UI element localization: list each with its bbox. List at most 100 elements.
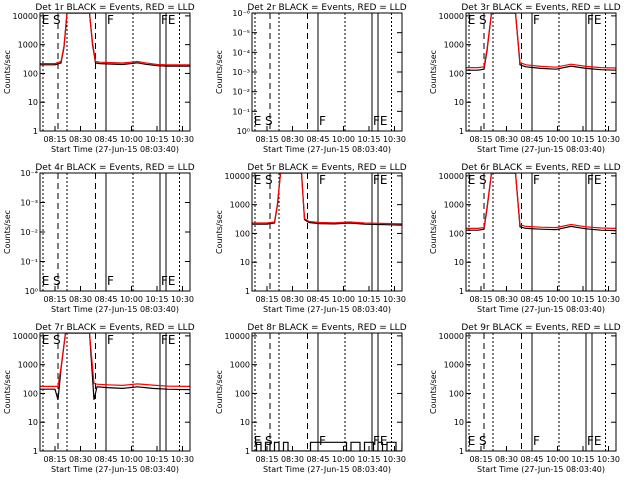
event-label: F — [533, 434, 540, 448]
x-tick-label: 08:30 — [495, 295, 518, 304]
y-tick-label: 10⁻⁴ — [20, 169, 38, 178]
events-series-line — [40, 333, 190, 400]
y-tick-label: 10⁻² — [20, 228, 38, 237]
event-label: F — [319, 114, 326, 128]
x-tick-label: 10:30 — [383, 295, 406, 304]
x-axis-label: Start Time (27-Jun-15 08:03:40) — [477, 145, 605, 154]
event-label: E — [42, 333, 50, 347]
detector-panel-4: Det 4r BLACK = Events, RED = LLD E S F FE 10⁰… — [3, 163, 195, 314]
x-tick-label: 10:00 — [546, 135, 569, 144]
y-tick-label: 1000 — [444, 361, 464, 370]
x-tick-label: 10:30 — [171, 455, 194, 464]
lld-series-line — [40, 333, 190, 387]
y-tick-label: 10 — [28, 418, 38, 427]
x-tick-label: 10:00 — [546, 455, 569, 464]
y-tick-label: 10000 — [225, 332, 250, 341]
x-tick-label: 08:45 — [94, 295, 117, 304]
x-tick-label: 10:15 — [357, 295, 380, 304]
x-tick-label: 10:15 — [571, 455, 594, 464]
y-tick-label: 10 — [454, 258, 464, 267]
x-axis-label: Start Time (27-Jun-15 08:03:40) — [51, 145, 179, 154]
y-tick-label: 100 — [235, 229, 250, 238]
event-label: S — [53, 274, 61, 288]
x-tick-label: 10:30 — [597, 295, 620, 304]
y-tick-label: 10 — [240, 418, 250, 427]
x-tick-label: 08:45 — [306, 295, 329, 304]
event-label: FE — [161, 13, 175, 27]
y-tick-label: 10⁻⁵ — [232, 29, 250, 38]
y-tick-label: 1 — [245, 447, 250, 456]
y-tick-label: 100 — [449, 69, 464, 78]
x-tick-label: 10:15 — [145, 295, 168, 304]
panel-title: Det 6r BLACK = Events, RED = LLD — [461, 163, 620, 173]
x-tick-label: 10:00 — [332, 295, 355, 304]
y-tick-label: 10⁻¹ — [20, 258, 38, 267]
x-tick-label: 08:30 — [69, 135, 92, 144]
y-axis-label: Counts/sec — [215, 210, 224, 254]
event-label: F — [319, 434, 326, 448]
y-axis-label: Counts/sec — [429, 210, 438, 254]
x-tick-label: 10:30 — [383, 455, 406, 464]
lld-series-line — [466, 13, 616, 69]
x-tick-label: 08:15 — [255, 295, 278, 304]
plot-frame — [39, 332, 191, 452]
y-axis-label: Counts/sec — [3, 50, 12, 94]
y-tick-label: 10⁻² — [232, 88, 250, 97]
event-label: E — [254, 434, 262, 448]
y-tick-label: 10⁻⁴ — [232, 48, 250, 57]
y-tick-label: 10⁰ — [25, 287, 38, 296]
y-tick-label: 100 — [449, 389, 464, 398]
event-label: E — [42, 274, 50, 288]
event-label: S — [53, 13, 61, 27]
detector-panel-2: Det 2r BLACK = Events, RED = LLD E S F FE 10⁰… — [215, 3, 407, 154]
event-label: F — [319, 173, 326, 187]
event-label: E — [254, 114, 262, 128]
event-label: S — [479, 13, 487, 27]
plot-frame — [465, 332, 617, 452]
y-tick-label: 1000 — [444, 201, 464, 210]
x-axis-label: Start Time (27-Jun-15 08:03:40) — [263, 305, 391, 314]
panel-title: Det 9r BLACK = Events, RED = LLD — [461, 323, 620, 333]
y-tick-label: 10⁰ — [237, 127, 250, 136]
y-tick-label: 1000 — [18, 41, 38, 50]
y-tick-label: 10000 — [13, 12, 38, 21]
x-tick-label: 10:15 — [571, 295, 594, 304]
x-tick-label: 08:30 — [69, 455, 92, 464]
y-tick-label: 100 — [235, 389, 250, 398]
y-axis-label: Counts/sec — [429, 50, 438, 94]
y-axis-label: Counts/sec — [3, 210, 12, 254]
event-label: S — [479, 173, 487, 187]
y-axis-label: Counts/sec — [3, 370, 12, 414]
x-tick-label: 10:15 — [571, 135, 594, 144]
y-tick-label: 10⁻³ — [232, 68, 250, 77]
x-tick-label: 08:15 — [43, 295, 66, 304]
x-tick-label: 08:15 — [469, 455, 492, 464]
panel-title: Det 2r BLACK = Events, RED = LLD — [247, 3, 406, 13]
y-axis-label: Counts/sec — [429, 370, 438, 414]
y-tick-label: 10 — [454, 418, 464, 427]
y-tick-label: 1 — [459, 287, 464, 296]
event-label: S — [265, 434, 273, 448]
y-tick-label: 10000 — [439, 172, 464, 181]
event-label: FE — [161, 274, 175, 288]
x-tick-label: 10:00 — [546, 295, 569, 304]
detector-panel-9: Det 9r BLACK = Events, RED = LLD E S F FE 1 10… — [429, 323, 621, 474]
x-tick-label: 08:45 — [94, 455, 117, 464]
x-axis-label: Start Time (27-Jun-15 08:03:40) — [51, 465, 179, 474]
plot-frame — [39, 12, 191, 132]
event-label: E — [468, 434, 476, 448]
event-label: S — [265, 114, 273, 128]
x-tick-label: 10:15 — [357, 135, 380, 144]
plot-frame — [465, 172, 617, 292]
y-tick-label: 10000 — [13, 332, 38, 341]
x-tick-label: 08:15 — [469, 135, 492, 144]
y-axis-label: Counts/sec — [215, 50, 224, 94]
x-tick-label: 08:15 — [469, 295, 492, 304]
x-axis-label: Start Time (27-Jun-15 08:03:40) — [263, 145, 391, 154]
y-tick-label: 1 — [245, 287, 250, 296]
y-tick-label: 10⁻⁶ — [232, 9, 250, 18]
